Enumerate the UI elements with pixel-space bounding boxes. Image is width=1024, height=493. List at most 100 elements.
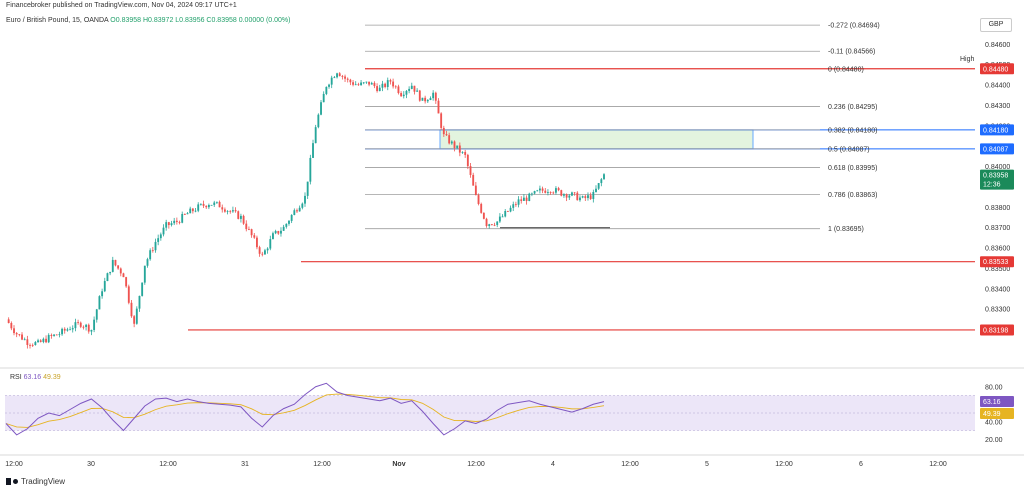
candle-body [205,205,208,208]
candle-body [314,127,317,144]
price-tick-label: 0.83400 [985,286,1010,293]
candle-body [496,221,499,225]
candle-body [541,188,544,191]
candle-body [552,192,555,194]
candle-body [69,329,72,331]
rsi-tick-label: 40.00 [985,419,1003,426]
candle-body [597,183,600,189]
candle-body [592,192,595,199]
candle-body [256,237,258,248]
candle-body [461,151,464,153]
candle-body [360,82,362,86]
price-tick-label: 0.83500 [985,266,1010,273]
candle-body [111,259,114,272]
symbol-title[interactable]: Euro / British Pound, 15, OANDA [6,17,109,24]
candle-body [512,204,515,208]
candle-body [149,250,152,260]
candle-body [226,210,229,212]
candle-body [272,233,274,240]
candle-body [23,339,26,341]
candle-body [34,342,37,346]
candle-body [357,84,360,86]
candle-body [376,86,379,92]
candle-body [39,340,42,342]
price-tick-label: 0.83300 [985,307,1010,314]
candle-body [31,344,34,346]
candle-body [207,205,210,208]
candle-body [416,90,419,92]
candle-body [146,259,149,266]
candle-body [442,127,445,135]
candle-body [248,229,250,230]
candle-body [595,188,597,193]
candle-body [280,230,282,234]
candle-body [173,220,176,224]
candle-body [563,194,565,196]
support-badge-1-bg [980,256,1014,268]
candle-body [167,222,170,226]
rsi-line [5,382,605,436]
candle-body [533,191,536,194]
candle-body [434,92,437,101]
tradingview-logo[interactable]: TradingView [6,477,65,486]
candle-body [320,102,322,115]
candle-body [250,229,253,236]
candle-body [368,81,371,85]
candle-body [79,322,82,327]
fib-level-label: 0.382 (0.84180) [828,127,877,134]
candle-body [600,179,603,184]
candle-body [87,324,90,332]
candle-body [151,250,154,252]
candle-body [480,203,483,213]
support-badge-1: 0.83533 [983,259,1008,266]
candle-body [584,196,587,199]
candle-body [384,83,387,87]
chart-grid [0,367,1024,456]
candle-body [229,210,232,212]
candle-body [458,145,461,153]
candle-body [215,201,218,203]
currency-button[interactable]: GBP [980,18,1012,32]
candle-body [424,97,427,102]
candle-body [178,221,181,223]
candle-body [386,80,389,87]
time-tick-label: 6 [859,461,863,468]
candle-body [258,247,261,254]
candle-body [432,92,435,99]
candle-body [341,76,344,77]
candle-body [141,282,144,296]
candle-body [485,218,488,226]
high-tag-label: High [960,56,975,63]
candle-body [520,199,523,201]
candle-body [138,295,141,309]
candle-body [183,213,186,215]
candle-body [288,220,290,224]
candle-body [429,98,432,100]
candle-body [191,208,194,212]
symbol-info: Euro / British Pound, 15, OANDA O0.83958… [6,17,290,24]
candle-body [261,253,264,255]
candle-body [10,322,13,329]
high-price-badge-bg [980,63,1014,75]
candle-body [213,202,216,205]
candle-body [501,216,504,218]
fib-level-label: 0 (0.84480) [828,66,864,73]
rsi-ma-line [5,393,605,428]
candle-body [378,87,381,92]
candle-body [587,195,589,199]
candle-body [71,328,74,330]
candles [7,72,605,349]
candle-body [560,190,563,196]
candle-body [352,82,354,85]
candle-body [231,210,234,212]
candle-body [53,334,55,336]
candle-body [547,192,549,193]
candle-body [77,322,80,323]
price-axis: 0.846000.845000.844000.843000.842000.841… [960,42,1014,420]
candle-body [82,326,85,328]
candle-body [135,308,138,324]
ohlc-values: O0.83958 H0.83972 L0.83956 C0.83958 0.00… [110,17,291,24]
support-badge-2-bg [980,324,1014,336]
candle-body [239,215,242,219]
